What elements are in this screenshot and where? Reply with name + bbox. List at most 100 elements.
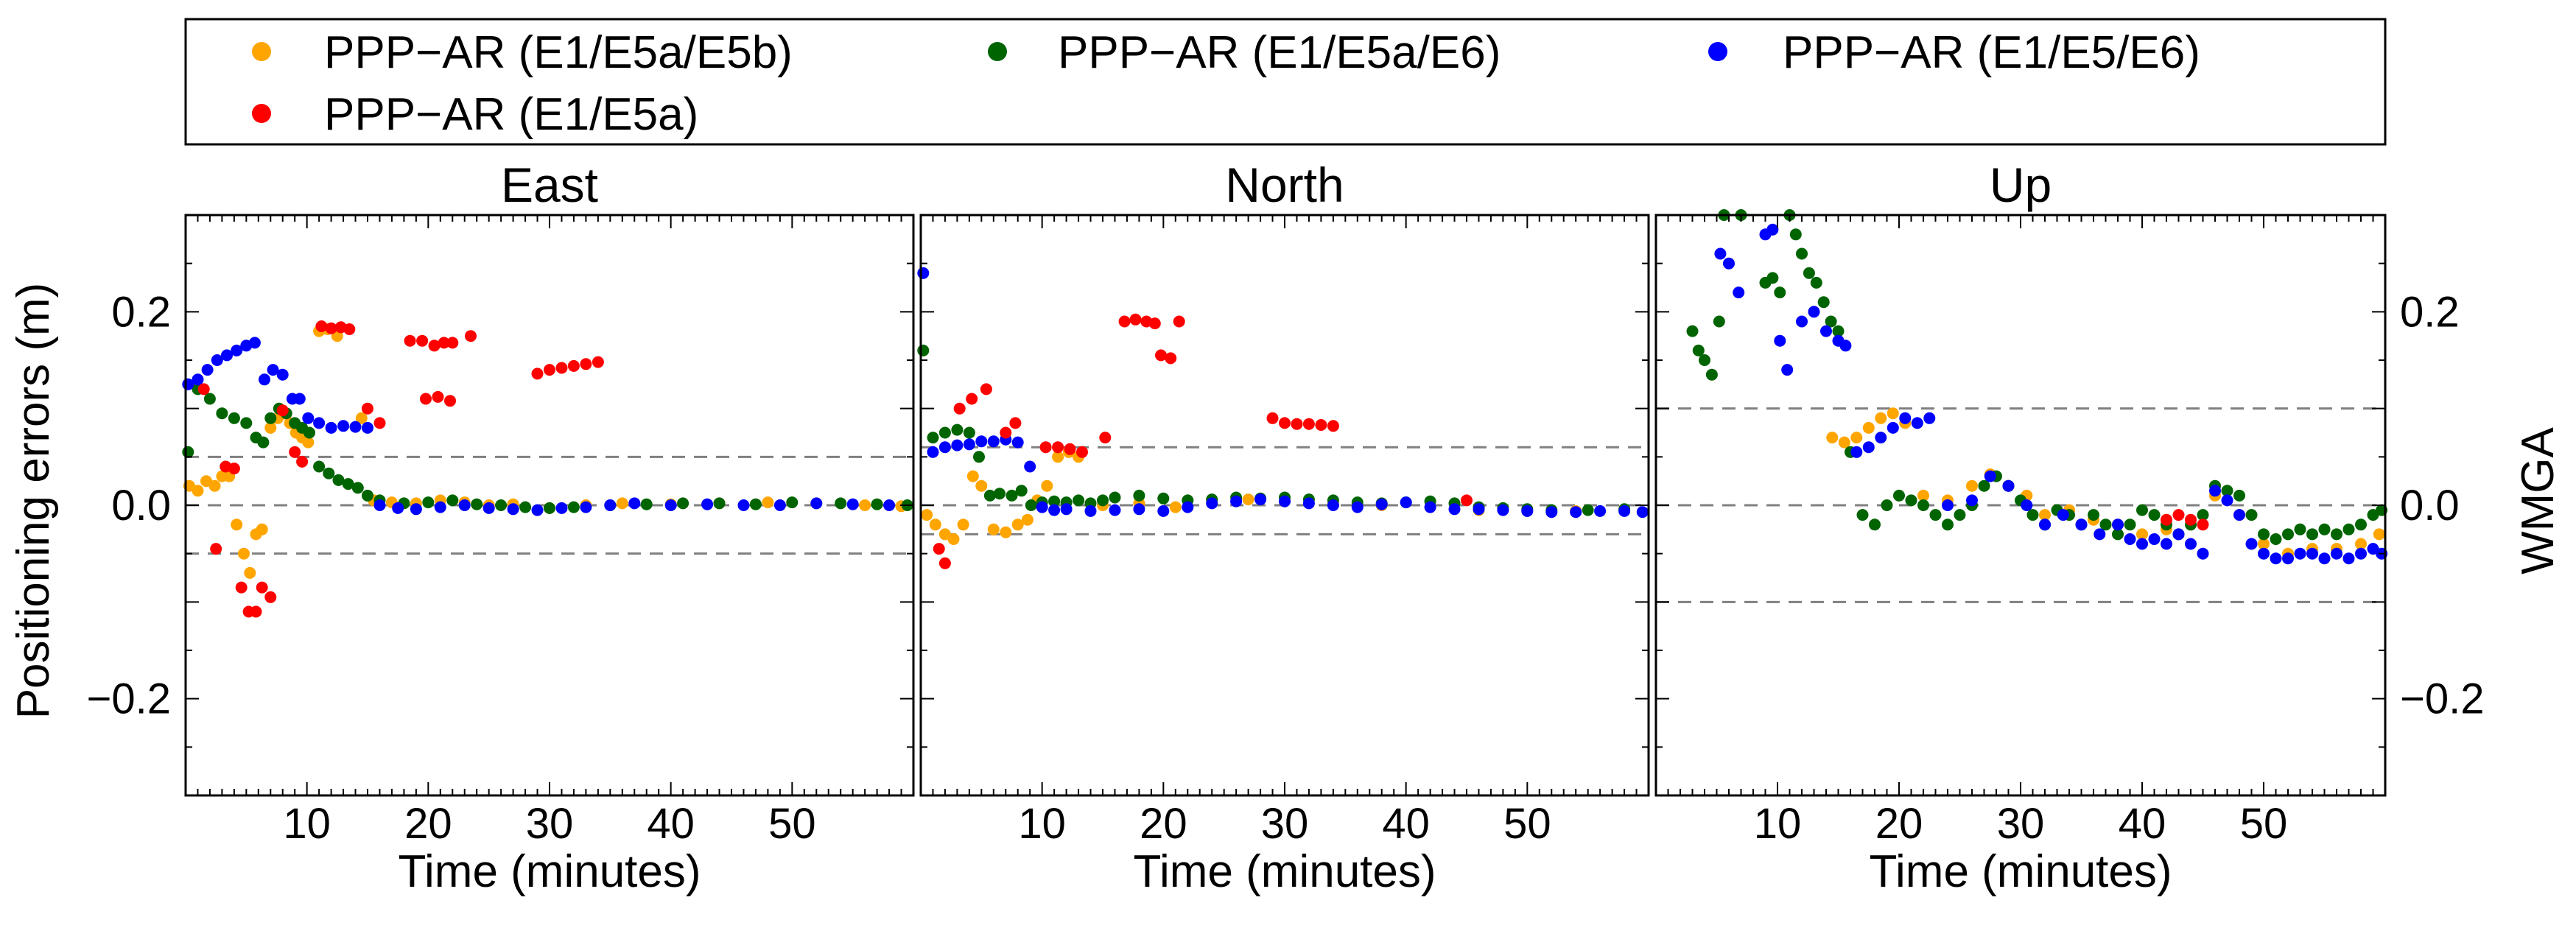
- data-point: [1923, 412, 1936, 424]
- data-point: [1917, 499, 1929, 511]
- data-point: [1009, 417, 1022, 429]
- data-point: [343, 323, 356, 335]
- data-point: [2373, 528, 2385, 541]
- data-point: [1978, 479, 1990, 492]
- data-point: [2355, 547, 2367, 560]
- data-point: [1448, 503, 1461, 516]
- data-point: [1820, 325, 1832, 337]
- data-point: [2185, 538, 2197, 550]
- data-point: [938, 426, 951, 439]
- data-point: [951, 439, 964, 451]
- data-point: [994, 488, 1006, 500]
- data-point: [325, 322, 337, 334]
- data-point: [580, 358, 592, 370]
- data-point: [846, 498, 859, 510]
- data-point: [422, 496, 435, 509]
- data-point: [2112, 528, 2124, 541]
- data-point: [444, 395, 456, 407]
- data-point: [1766, 223, 1779, 236]
- data-point: [192, 485, 204, 497]
- data-point: [210, 543, 222, 555]
- data-point: [1461, 494, 1473, 507]
- data-point: [1375, 498, 1388, 510]
- data-point: [197, 383, 210, 396]
- data-point: [1266, 412, 1279, 424]
- data-point: [1774, 287, 1786, 299]
- data-point: [1291, 418, 1303, 430]
- data-point: [1015, 485, 1028, 497]
- data-point: [1099, 432, 1112, 444]
- data-point: [2136, 504, 2148, 516]
- y-axis-label-right: WMGA: [2513, 426, 2563, 574]
- legend-label: PPP−AR (E1/E5a/E6): [1058, 27, 1501, 78]
- data-point: [1984, 470, 1996, 482]
- data-point: [2233, 489, 2245, 502]
- data-point: [250, 605, 262, 618]
- data-point: [1133, 489, 1145, 502]
- data-point: [446, 337, 459, 349]
- y-tick-label: 0.0: [111, 482, 171, 530]
- data-point: [749, 498, 762, 510]
- data-point: [1000, 426, 1012, 439]
- data-point: [2094, 528, 2106, 541]
- data-point: [349, 421, 362, 433]
- legend-entry: PPP−AR (E1/E5/E6): [1708, 27, 2200, 78]
- data-point: [458, 499, 471, 511]
- data-point: [228, 412, 240, 424]
- data-point: [192, 373, 204, 386]
- data-point: [1954, 509, 1966, 521]
- data-point: [927, 432, 939, 444]
- data-point: [2161, 538, 2172, 550]
- data-point: [1803, 267, 1815, 279]
- data-point: [303, 426, 315, 439]
- data-point: [1157, 492, 1170, 505]
- data-point: [2282, 528, 2294, 541]
- x-tick-label: 30: [1261, 800, 1309, 848]
- data-point: [264, 412, 277, 424]
- data-point: [416, 334, 429, 347]
- data-point: [373, 499, 386, 511]
- data-point: [235, 581, 248, 594]
- data-point: [1808, 306, 1820, 318]
- x-axis-label: Time (minutes): [398, 846, 701, 897]
- data-point: [1838, 436, 1850, 449]
- data-point: [1230, 495, 1243, 507]
- data-point: [2112, 519, 2124, 531]
- data-point: [482, 502, 495, 514]
- data-point: [1825, 315, 1837, 328]
- data-point: [2331, 528, 2342, 541]
- data-point: [1064, 443, 1076, 455]
- data-point: [373, 417, 386, 429]
- data-point: [938, 557, 951, 569]
- data-point: [1118, 315, 1131, 328]
- data-point: [259, 373, 270, 386]
- y-tick-label: −0.2: [2400, 675, 2485, 723]
- data-point: [1582, 504, 1594, 516]
- data-point: [1796, 247, 1808, 260]
- data-point: [257, 436, 270, 449]
- data-point: [231, 344, 243, 356]
- data-point: [404, 334, 416, 347]
- data-point: [1473, 503, 1485, 516]
- data-point: [2342, 523, 2355, 535]
- data-point: [2331, 547, 2342, 560]
- data-point: [1052, 441, 1064, 454]
- x-tick-label: 30: [526, 800, 574, 848]
- data-point: [2197, 547, 2209, 560]
- data-point: [1899, 412, 1912, 424]
- panel-title: North: [1225, 158, 1344, 212]
- data-point: [2057, 509, 2069, 521]
- data-point: [1826, 432, 1839, 444]
- data-point: [1966, 494, 1978, 507]
- data-point: [362, 489, 373, 502]
- data-point: [1832, 325, 1845, 337]
- data-point: [1887, 421, 1899, 434]
- data-point: [983, 489, 996, 502]
- data-point: [917, 344, 930, 356]
- data-point: [2148, 509, 2161, 521]
- data-point: [938, 528, 951, 541]
- data-point: [465, 330, 477, 342]
- panel-east: East 10 20 30 40 50 −0.2 0.0 0.2 Time (minutes): [87, 158, 915, 897]
- data-point: [1789, 228, 1802, 241]
